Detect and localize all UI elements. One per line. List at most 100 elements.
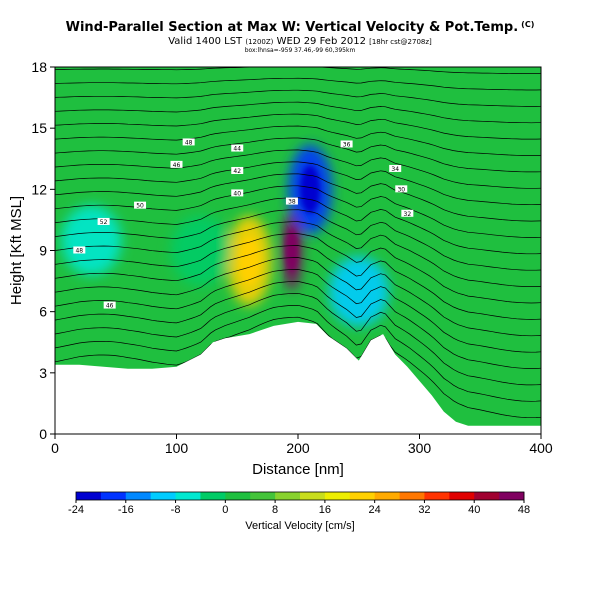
w-core-2 [300, 165, 321, 214]
contour-label-bg [182, 138, 195, 146]
contour-label-text: 38 [288, 199, 296, 206]
colorbar-tick-label: 24 [369, 504, 381, 516]
isentrope-line [55, 77, 541, 91]
colorbar-label: Vertical Velocity [cm/s] [245, 520, 354, 532]
x-tick-label: 0 [51, 440, 59, 456]
forecast-info: [18hr cst@2708z] [369, 38, 432, 46]
x-tick-label: 300 [408, 440, 432, 456]
colorbar-swatch [76, 492, 102, 500]
contour-label-bg [285, 197, 298, 205]
colorbar-swatch [324, 492, 351, 500]
chart-subtitle: Valid 1400 LST (1200Z) WED 29 Feb 2012 [… [0, 36, 600, 47]
isentrope-line [55, 197, 541, 255]
contour-label: 50 [134, 201, 147, 210]
colorbar-swatch [399, 492, 425, 500]
contour-label-bg [73, 246, 86, 254]
contour-label: 34 [389, 164, 402, 173]
y-tick-label: 18 [31, 59, 47, 75]
contour-label: 42 [231, 166, 244, 175]
contour-label-bg [340, 140, 353, 148]
valid-time: Valid 1400 LST [168, 36, 243, 47]
colorbar-tick-label: 40 [468, 504, 480, 516]
contour-label-text: 30 [397, 186, 405, 193]
chart-title: Wind-Parallel Section at Max W: Vertical… [65, 20, 535, 35]
terrain [55, 321, 541, 434]
colorbar-tick-label: 32 [418, 504, 430, 516]
x-tick-label: 200 [286, 440, 310, 456]
colorbar-swatch [474, 492, 500, 500]
colorbar-tick-label: 48 [518, 504, 530, 516]
x-axis-label: Distance [nm] [252, 461, 344, 478]
colorbar-swatch [424, 492, 450, 500]
colorbar-tick-label: 0 [222, 504, 228, 516]
colorbar-swatch [300, 492, 326, 500]
contour-label: 52 [97, 217, 110, 226]
colorbar-swatch [349, 492, 376, 500]
colorbar-swatch [499, 492, 525, 500]
contour-label: 30 [395, 185, 408, 193]
contour-label: 40 [231, 189, 244, 197]
contour-label-bg [389, 164, 402, 172]
y-tick-label: 6 [39, 304, 47, 320]
y-tick-label: 3 [39, 365, 47, 381]
contour-label: 48 [73, 246, 86, 255]
isentrope-line [55, 304, 541, 402]
colorbar-swatch [100, 492, 127, 500]
contour-label-bg [134, 201, 147, 209]
contour-label: 44 [231, 144, 244, 153]
y-axis-label: Height [Kft MSL] [8, 196, 25, 305]
colorbar-swatch [175, 492, 201, 500]
contour-label: 38 [285, 197, 298, 206]
w-anomaly-3 [328, 256, 389, 327]
contour-label-bg [401, 209, 414, 217]
colorbar-tick-label: -16 [118, 504, 134, 516]
isentrope-line [55, 281, 541, 369]
bbox-info: box:lhnsa=-959 37.46,-99 60,395km [244, 47, 356, 54]
utc-time: (1200Z) [245, 38, 274, 46]
w-anomaly-5 [170, 215, 231, 286]
contour-label-bg [103, 301, 116, 309]
colorbar-swatch [125, 492, 152, 500]
contour-label-text: 34 [391, 166, 399, 173]
contour-label-text: 46 [106, 303, 114, 310]
colorbar-swatch [250, 492, 276, 500]
contour-label-text: 36 [343, 141, 351, 148]
colorbar-swatch [275, 492, 301, 500]
isentrope-line [55, 137, 541, 173]
isentrope-line [55, 161, 541, 206]
isentrope-line [55, 316, 541, 419]
contour-label: 32 [401, 209, 414, 218]
isentrope-line [55, 149, 541, 189]
isentrope-line [55, 221, 541, 287]
copyright-mark: (C) [521, 20, 535, 29]
colorbar-frame [75, 491, 525, 501]
isentrope-group [55, 67, 541, 419]
contour-label-text: 32 [404, 211, 412, 218]
contour-label-text: 42 [233, 168, 241, 175]
colorbar-tick-label: -8 [171, 504, 181, 516]
isentrope-line [55, 245, 541, 320]
contour-label-text: 50 [136, 203, 144, 210]
x-tick-label: 400 [529, 440, 553, 456]
contour-label-bg [231, 166, 244, 174]
w-core-1 [285, 228, 298, 273]
contour-label-bg [231, 189, 244, 197]
y-tick-label: 0 [39, 426, 47, 442]
isentrope-line [55, 269, 541, 353]
colorbar-swatch [374, 492, 400, 500]
contour-label-text: 52 [100, 219, 108, 226]
w-core-group [239, 165, 321, 285]
isentrope-line [55, 233, 541, 304]
y-tick-label: 15 [31, 120, 47, 136]
contour-label: 36 [340, 140, 353, 148]
y-tick-label: 12 [31, 181, 47, 197]
contour-label-text: 46 [173, 162, 181, 169]
contour-label: 46 [170, 160, 183, 169]
isentrope-line [55, 125, 541, 156]
w-core-0 [239, 236, 260, 285]
w-anomaly-4 [61, 205, 122, 276]
isentrope-line [55, 257, 541, 337]
x-tick-label: 100 [165, 440, 189, 456]
isentrope-line [55, 113, 541, 140]
